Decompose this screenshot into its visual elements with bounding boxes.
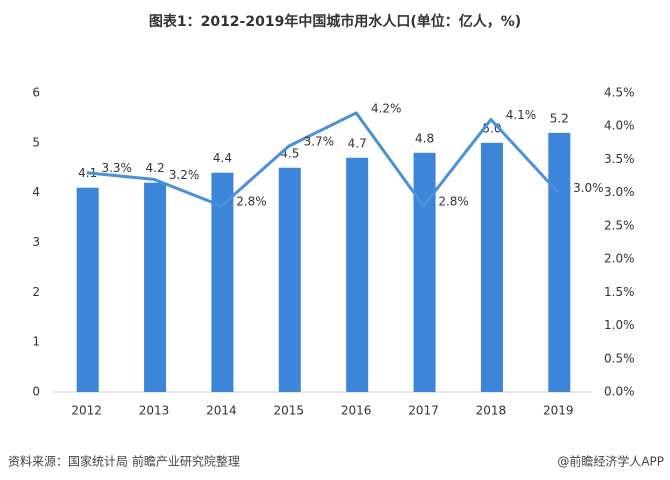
y2-tick-label: 1.5%	[604, 285, 635, 299]
y-tick-label: 6	[32, 86, 40, 100]
bar	[346, 157, 369, 392]
line-value-label: 2.8%	[236, 194, 267, 208]
y-tick-label: 2	[32, 285, 40, 299]
bar	[278, 167, 301, 392]
y2-tick-label: 2.0%	[604, 252, 635, 266]
x-tick-label: 2014	[206, 404, 237, 418]
chart-title: 图表1：2012-2019年中国城市用水人口(单位：亿人，%)	[149, 13, 521, 30]
y-tick-label: 5	[32, 135, 40, 149]
y-tick-label: 0	[32, 385, 40, 399]
y2-tick-label: 1.0%	[604, 318, 635, 332]
source-note: 资料来源：国家统计局 前瞻产业研究院整理	[8, 454, 240, 469]
x-tick-label: 2017	[408, 404, 439, 418]
x-tick-label: 2012	[71, 404, 102, 418]
bar	[76, 187, 99, 392]
credit: @前瞻经济学人APP	[557, 454, 664, 469]
bar-value-label: 4.8	[415, 131, 434, 145]
bar	[144, 182, 167, 392]
bar	[548, 132, 571, 392]
x-tick-label: 2016	[341, 404, 372, 418]
bar-value-label: 4.4	[213, 151, 232, 165]
line-value-label: 3.3%	[101, 161, 132, 175]
y-tick-label: 1	[32, 335, 40, 349]
line-value-label: 3.2%	[169, 168, 200, 182]
bar	[211, 172, 234, 392]
y2-tick-label: 4.5%	[604, 86, 635, 100]
bar-value-label: 5.2	[550, 111, 569, 125]
y2-tick-label: 2.5%	[604, 218, 635, 232]
bar-value-label: 4.7	[348, 136, 367, 150]
x-tick-label: 2018	[476, 404, 507, 418]
line-value-label: 4.2%	[371, 101, 402, 115]
bar	[413, 152, 436, 392]
line-value-label: 3.0%	[573, 181, 604, 195]
line-value-label: 4.1%	[506, 108, 537, 122]
x-tick-label: 2019	[543, 404, 574, 418]
line-value-label: 3.7%	[304, 135, 335, 149]
y2-tick-label: 3.0%	[604, 185, 635, 199]
line	[86, 111, 560, 208]
bar-value-label: 4.5	[280, 146, 299, 160]
bar-value-label: 4.2	[146, 161, 165, 175]
x-tick-label: 2015	[274, 404, 305, 418]
bar	[480, 142, 503, 392]
line-value-label: 2.8%	[438, 194, 469, 208]
x-tick-label: 2013	[139, 404, 170, 418]
y2-tick-label: 0.5%	[604, 351, 635, 365]
y2-tick-label: 4.0%	[604, 119, 635, 133]
y-tick-label: 4	[32, 185, 40, 199]
y2-tick-label: 0.0%	[604, 385, 635, 399]
y-tick-label: 3	[32, 235, 40, 249]
y2-tick-label: 3.5%	[604, 152, 635, 166]
